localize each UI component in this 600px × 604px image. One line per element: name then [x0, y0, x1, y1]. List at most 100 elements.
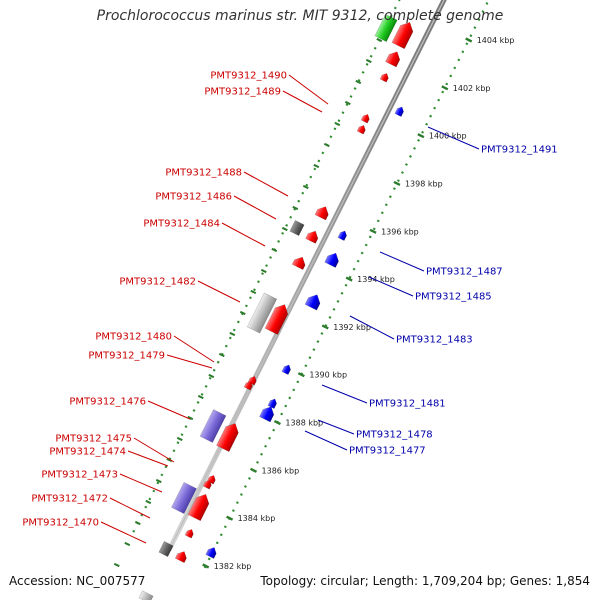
inner-tick-16 [208, 373, 215, 379]
forward-leader-3 [233, 195, 277, 220]
scale-tick-2 [249, 467, 258, 473]
forward-leader-7 [166, 354, 213, 369]
scale-tick-label-9: 1400 kbp [429, 132, 467, 141]
scale-tick-label-2: 1386 kbp [262, 466, 300, 475]
gene-arrow-small-7 [202, 480, 212, 490]
inner-tick-11 [260, 268, 267, 274]
gene-block-red-2 [305, 230, 319, 244]
reverse-leader-1 [379, 251, 425, 272]
scale-tick-5 [321, 324, 329, 330]
gene-block-red-top-2 [385, 51, 401, 68]
inner-tick-1 [365, 58, 372, 64]
inner-tick-18 [187, 415, 194, 421]
scale-tick-label-1: 1384 kbp [238, 514, 276, 523]
forward-leader-4 [221, 222, 266, 247]
reverse-leader-4 [321, 384, 368, 404]
scale-tick-label-11: 1404 kbp [477, 36, 515, 45]
gene-block-blue-1 [324, 252, 339, 268]
inner-tick-22 [145, 499, 152, 505]
scale-tick-0 [202, 563, 210, 569]
inner-tick-20 [166, 457, 173, 463]
gene-arrow-small-5 [243, 381, 253, 391]
forward-gene-label-9: PMT9312_1475 [55, 434, 132, 445]
scale-tick-6 [345, 276, 353, 282]
gene-arrow-small-1 [379, 73, 389, 83]
inner-tick-4 [334, 121, 341, 127]
scale-tick-label-0: 1382 kbp [214, 562, 252, 571]
forward-leader-10 [127, 450, 169, 467]
inner-tick-15 [218, 352, 225, 358]
inner-tick-0 [376, 37, 383, 43]
gene-block-red-5 [216, 423, 239, 452]
reverse-leader-5 [317, 419, 355, 435]
forward-leader-1 [282, 90, 323, 113]
scale-tick-8 [393, 180, 401, 187]
scale-tick-label-5: 1392 kbp [333, 323, 371, 332]
inner-tick-21 [155, 478, 162, 484]
gene-block-red-3 [291, 256, 306, 270]
inner-tick-3 [344, 100, 351, 106]
forward-leader-13 [100, 521, 147, 544]
gene-block-purple-2 [171, 482, 197, 514]
reverse-leader-6 [304, 430, 348, 451]
forward-leader-9 [133, 437, 175, 463]
forward-leader-5 [197, 280, 241, 303]
scale-tick-label-10: 1402 kbp [453, 84, 491, 93]
gene-block-red-4 [264, 304, 289, 335]
forward-leader-0 [288, 74, 329, 105]
gene-arrow-blue-5 [205, 547, 217, 559]
inner-tick-23 [134, 520, 141, 526]
inner-tick-17 [197, 394, 204, 400]
inner-tick-10 [271, 247, 278, 253]
inner-tick-5 [323, 142, 330, 148]
forward-gene-label-7: PMT9312_1479 [88, 351, 165, 362]
gene-block-gray-bottom [138, 590, 154, 604]
gene-block-red-1 [314, 206, 329, 221]
inner-tick-8 [292, 205, 299, 211]
gene-arrow-blue-4 [267, 398, 277, 409]
forward-gene-label-0: PMT9312_1490 [210, 71, 287, 82]
gene-block-red-6 [187, 494, 210, 522]
gene-block-green [374, 14, 398, 42]
gene-block-dark-2 [158, 541, 174, 557]
scale-tick-1 [226, 515, 234, 521]
scale-tick-9 [417, 133, 425, 139]
scale-tick-11 [465, 37, 473, 43]
forward-gene-label-13: PMT9312_1470 [22, 518, 99, 529]
forward-gene-label-1: PMT9312_1489 [204, 87, 281, 98]
gene-block-purple-1 [199, 409, 227, 443]
scale-tick-label-8: 1398 kbp [405, 179, 443, 188]
reverse-leader-0 [427, 126, 480, 150]
inner-tick-19 [176, 436, 183, 442]
forward-leader-12 [109, 497, 151, 519]
reverse-gene-label-4: PMT9312_1481 [369, 399, 446, 410]
inner-tick-7 [302, 184, 309, 190]
forward-gene-label-12: PMT9312_1472 [31, 494, 108, 505]
gene-block-gray-1 [246, 292, 278, 334]
map-title: Prochlorococcus marinus str. MIT 9312, c… [96, 8, 504, 24]
inner-tick-12 [250, 289, 257, 295]
inner-tick-25 [113, 562, 120, 568]
reverse-gene-label-1: PMT9312_1487 [426, 267, 503, 278]
scale-tick-label-7: 1396 kbp [381, 227, 419, 236]
gene-arrow-blue-2 [337, 230, 347, 241]
reverse-leader-2 [368, 276, 414, 297]
reverse-gene-label-2: PMT9312_1485 [415, 292, 492, 303]
scale-tick-7 [369, 228, 377, 234]
forward-gene-label-5: PMT9312_1482 [119, 277, 196, 288]
inner-tick-9 [281, 226, 288, 232]
forward-leader-6 [173, 335, 215, 363]
gene-arrow-blue-1 [394, 106, 404, 117]
scale-tick-label-4: 1390 kbp [309, 371, 347, 380]
inner-tick-6 [313, 163, 320, 169]
reverse-leader-3 [349, 315, 395, 340]
gene-block-blue-3 [259, 406, 275, 423]
gene-block-red-top [391, 22, 414, 50]
inner-tick-13 [239, 310, 246, 316]
scale-tick-label-3: 1388 kbp [285, 419, 323, 428]
forward-gene-label-2: PMT9312_1488 [165, 168, 242, 179]
forward-gene-label-6: PMT9312_1480 [95, 332, 172, 343]
forward-leader-11 [119, 473, 163, 493]
scale-tick-4 [297, 372, 305, 378]
